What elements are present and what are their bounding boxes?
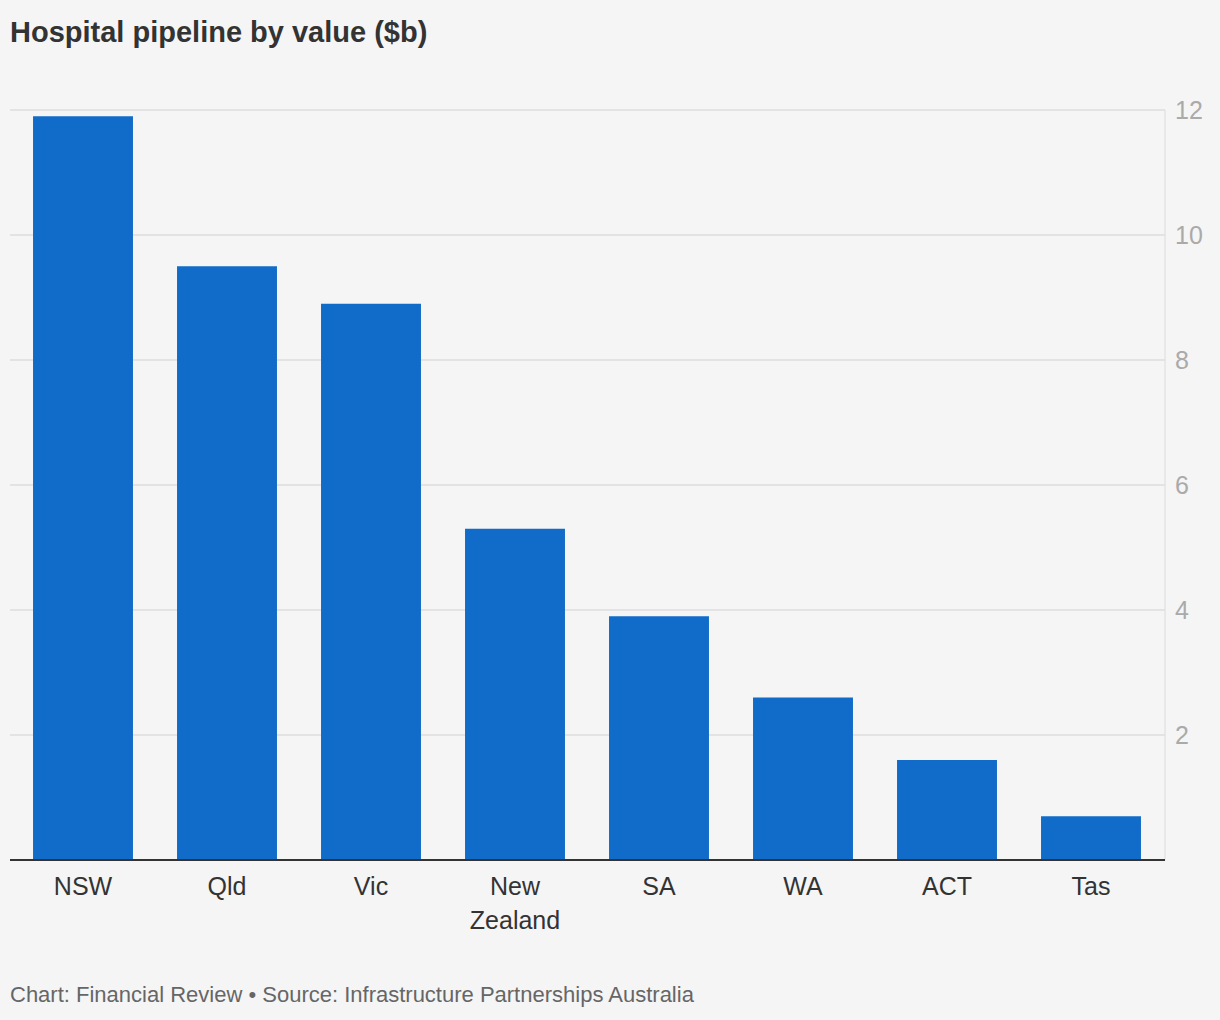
bar	[609, 616, 709, 860]
background	[0, 0, 1220, 1020]
chart: Hospital pipeline by value ($b) 2 4 6 8 10 12 N…	[0, 0, 1220, 1020]
bar	[33, 116, 133, 860]
category-label-line: Qld	[208, 872, 247, 900]
category-label: SA	[642, 872, 676, 900]
tick-label: 10	[1175, 221, 1203, 249]
category-label: NSW	[54, 872, 113, 900]
grid-line	[10, 109, 1165, 111]
baseline	[10, 859, 1165, 861]
bars	[33, 116, 1141, 860]
bar	[753, 698, 853, 861]
category-label: Tas	[1072, 872, 1111, 900]
bar	[1041, 816, 1141, 860]
category-label-line: ACT	[922, 872, 972, 900]
category-label: ACT	[922, 872, 972, 900]
tick-label: 2	[1175, 721, 1189, 749]
category-label-line: WA	[783, 872, 823, 900]
grid-line	[10, 234, 1165, 236]
category-label: Qld	[208, 872, 247, 900]
title: Hospital pipeline by value ($b)	[10, 16, 427, 48]
category-label-line: Vic	[354, 872, 388, 900]
tick-label: 4	[1175, 596, 1189, 624]
category-label: WA	[783, 872, 823, 900]
bar	[177, 266, 277, 860]
category-label-line: SA	[642, 872, 676, 900]
source: Chart: Financial Review • Source: Infras…	[10, 982, 695, 1007]
bar	[897, 760, 997, 860]
bar	[465, 529, 565, 860]
category-label: Vic	[354, 872, 388, 900]
tick-label: 12	[1175, 96, 1203, 124]
category-label: New Zealand	[470, 872, 560, 934]
bar	[321, 304, 421, 860]
category-label-line: NSW	[54, 872, 113, 900]
category-label-line: New	[490, 872, 541, 900]
category-label-line: Tas	[1072, 872, 1111, 900]
category-label-line: Zealand	[470, 906, 560, 934]
tick-label: 6	[1175, 471, 1189, 499]
tick-label: 8	[1175, 346, 1189, 374]
y-axis-line	[1165, 110, 1166, 860]
